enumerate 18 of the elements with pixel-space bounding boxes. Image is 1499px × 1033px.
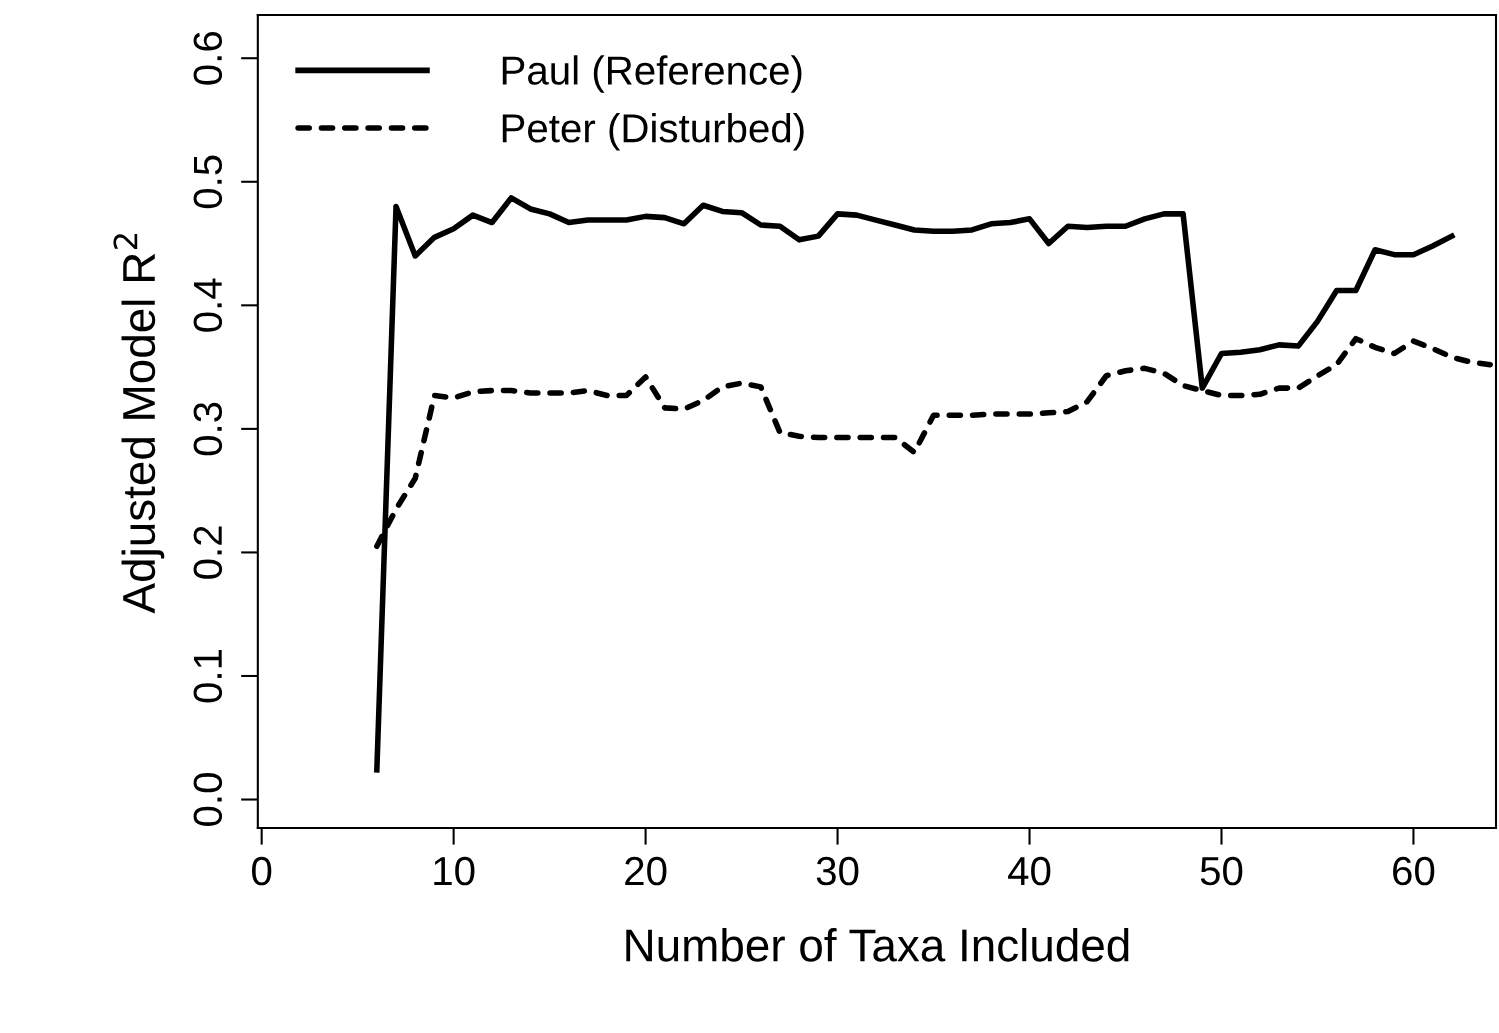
y-tick-label: 0.6 xyxy=(193,31,223,85)
y-tick-label: 0.1 xyxy=(193,649,223,703)
x-tick-label: 20 xyxy=(625,856,667,886)
y-tick-label: 0.3 xyxy=(193,402,223,456)
x-tick-label: 60 xyxy=(1393,856,1435,886)
legend-label: Paul (Reference) xyxy=(502,55,802,93)
y-tick-label: 0.5 xyxy=(193,155,223,209)
x-tick-label: 50 xyxy=(1200,856,1243,886)
y-axis-title: Adjusted Model R$^{2}$ xyxy=(113,234,165,614)
x-tick-label: 30 xyxy=(816,856,859,886)
x-tick-label: 10 xyxy=(434,856,475,886)
x-tick-label: 40 xyxy=(1008,856,1051,886)
y-tick-label: 0.4 xyxy=(193,278,223,332)
x-tick-label: 0 xyxy=(252,856,272,886)
y-tick-label: 0.2 xyxy=(193,526,223,579)
x-axis-title: Number of Taxa Included xyxy=(626,928,1129,962)
legend-label: Peter (Disturbed) xyxy=(502,112,804,151)
y-tick-label: 0.0 xyxy=(193,773,223,826)
